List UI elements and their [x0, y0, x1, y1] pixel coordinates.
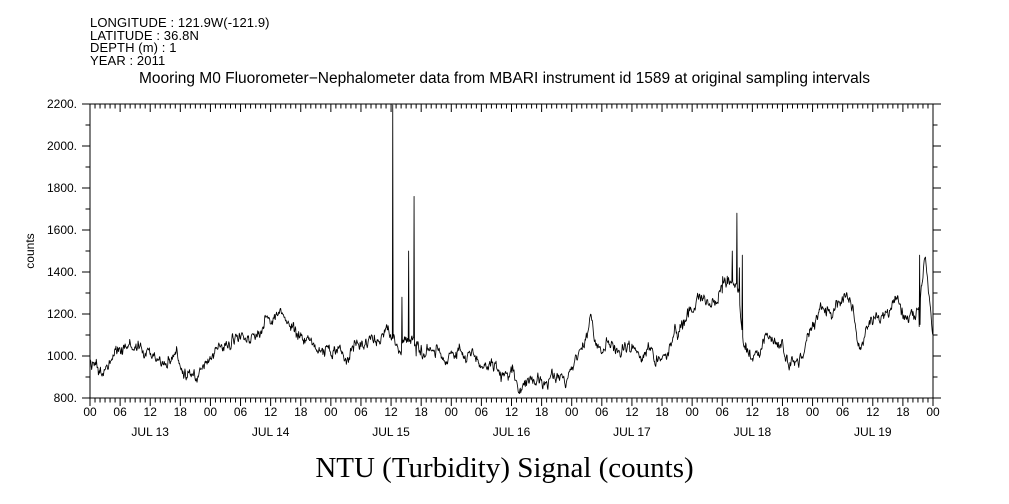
svg-text:12: 12: [625, 405, 639, 419]
svg-text:18: 18: [896, 405, 910, 419]
svg-text:00: 00: [926, 405, 940, 419]
svg-text:18: 18: [174, 405, 188, 419]
svg-text:00: 00: [204, 405, 218, 419]
svg-text:12: 12: [144, 405, 158, 419]
svg-text:1600.: 1600.: [47, 223, 77, 237]
svg-text:2200.: 2200.: [47, 97, 77, 111]
svg-text:00: 00: [565, 405, 579, 419]
svg-text:12: 12: [505, 405, 519, 419]
svg-text:18: 18: [535, 405, 549, 419]
svg-text:06: 06: [595, 405, 609, 419]
svg-text:1000.: 1000.: [47, 349, 77, 363]
svg-text:00: 00: [445, 405, 459, 419]
svg-text:JUL 15: JUL 15: [372, 425, 410, 439]
svg-text:18: 18: [655, 405, 669, 419]
svg-text:JUL 13: JUL 13: [131, 425, 169, 439]
svg-text:JUL 17: JUL 17: [613, 425, 651, 439]
svg-text:JUL 16: JUL 16: [493, 425, 531, 439]
svg-text:JUL 18: JUL 18: [734, 425, 772, 439]
svg-text:06: 06: [836, 405, 850, 419]
svg-text:12: 12: [264, 405, 278, 419]
svg-text:00: 00: [324, 405, 338, 419]
svg-text:06: 06: [475, 405, 489, 419]
svg-text:800.: 800.: [54, 391, 77, 405]
svg-text:06: 06: [113, 405, 127, 419]
svg-text:18: 18: [776, 405, 790, 419]
svg-text:00: 00: [685, 405, 699, 419]
svg-text:JUL 14: JUL 14: [252, 425, 290, 439]
svg-text:06: 06: [716, 405, 730, 419]
svg-text:1200.: 1200.: [47, 307, 77, 321]
svg-text:06: 06: [234, 405, 248, 419]
svg-text:2000.: 2000.: [47, 139, 77, 153]
svg-text:12: 12: [384, 405, 398, 419]
svg-text:1400.: 1400.: [47, 265, 77, 279]
svg-text:counts: counts: [23, 233, 37, 268]
svg-text:18: 18: [294, 405, 308, 419]
svg-text:1800.: 1800.: [47, 181, 77, 195]
svg-text:12: 12: [866, 405, 880, 419]
svg-text:00: 00: [83, 405, 97, 419]
svg-text:00: 00: [806, 405, 820, 419]
svg-text:06: 06: [354, 405, 368, 419]
svg-text:JUL 19: JUL 19: [854, 425, 892, 439]
svg-text:12: 12: [746, 405, 760, 419]
svg-text:18: 18: [415, 405, 429, 419]
